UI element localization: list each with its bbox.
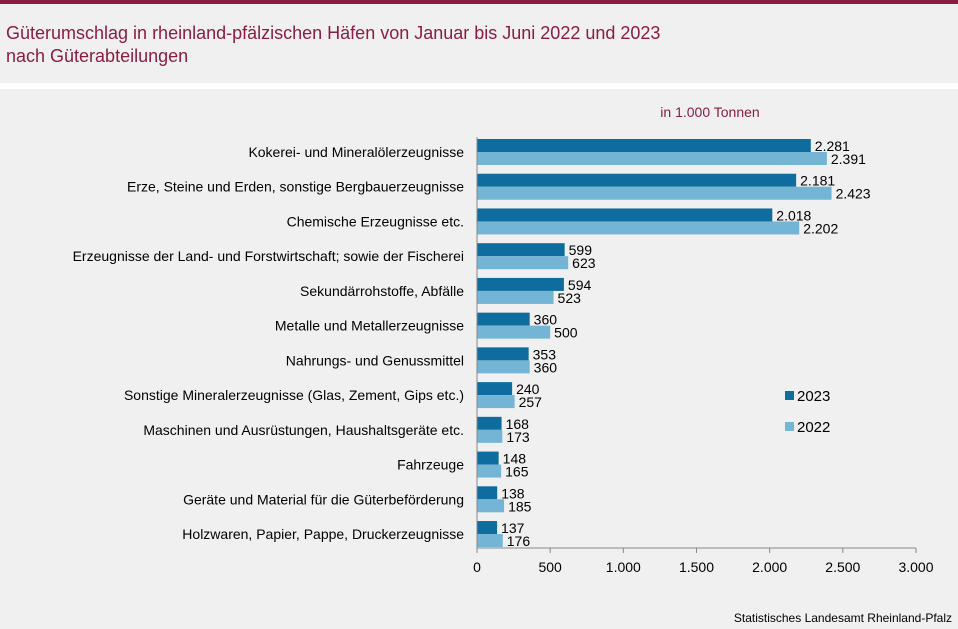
x-tick-label: 500 [538, 559, 562, 575]
legend-label-2023: 2023 [797, 388, 830, 405]
data-label-2022: 185 [508, 498, 532, 514]
x-tick-label: 1.500 [679, 559, 714, 575]
x-tick-label: 2.500 [825, 559, 860, 575]
bar-2022 [477, 429, 503, 443]
data-label-2023: 137 [501, 520, 525, 536]
legend-swatch-2023 [785, 391, 794, 400]
bar-2022 [477, 499, 505, 513]
bar-2023 [477, 486, 498, 500]
data-label-2023: 2.018 [776, 207, 811, 223]
bar-2023 [477, 243, 565, 257]
bar-2022 [477, 186, 832, 200]
unit-label: in 1.000 Tonnen [660, 104, 759, 120]
category-label: Erze, Steine und Erden, sonstige Bergbau… [127, 179, 464, 195]
data-label-2023: 353 [533, 346, 557, 362]
data-label-2023: 148 [503, 451, 527, 467]
chart-title: Güterumschlag in rheinland-pfälzischen H… [6, 22, 660, 68]
top-accent-bar [0, 0, 958, 4]
bar-2023 [477, 382, 513, 396]
bar-2023 [477, 312, 530, 326]
x-tick-label: 1.000 [606, 559, 641, 575]
category-label: Geräte und Material für die Güterbeförde… [183, 491, 464, 507]
data-label-2023: 594 [568, 277, 592, 293]
data-label-2022: 173 [506, 429, 530, 445]
data-label-2023: 168 [506, 416, 530, 432]
data-label-2023: 2.181 [800, 173, 835, 189]
bar-2023 [477, 521, 498, 535]
category-label: Chemische Erzeugnisse etc. [287, 213, 464, 229]
category-label: Erzeugnisse der Land- und Forstwirtschaf… [73, 248, 464, 264]
bar-2022 [477, 256, 569, 270]
chart-title-line-2: nach Güterabteilungen [6, 46, 189, 66]
bar-2023 [477, 451, 499, 465]
data-label-2022: 360 [534, 359, 558, 375]
bar-2023 [477, 277, 564, 291]
data-label-2022: 257 [519, 394, 543, 410]
category-label: Metalle und Metallerzeugnisse [275, 318, 464, 334]
data-label-2022: 623 [572, 255, 596, 271]
header: Güterumschlag in rheinland-pfälzischen H… [0, 4, 958, 83]
data-label-2023: 599 [569, 242, 593, 258]
bar-2023 [477, 347, 529, 361]
category-label: Kokerei- und Mineralölerzeugnisse [248, 144, 464, 160]
data-label-2023: 138 [501, 485, 525, 501]
x-tick-label: 3.000 [898, 559, 933, 575]
bar-2022 [477, 221, 800, 235]
chart-title-line-1: Güterumschlag in rheinland-pfälzischen H… [6, 23, 661, 43]
category-label: Fahrzeuge [397, 457, 464, 473]
bar-2022 [477, 152, 827, 165]
bar-2023 [477, 208, 773, 222]
category-label: Sekundärrohstoffe, Abfälle [300, 283, 464, 299]
bar-2022 [477, 360, 530, 374]
category-label: Sonstige Mineralerzeugnisse (Glas, Zemen… [124, 387, 464, 403]
category-label: Nahrungs- und Genussmittel [286, 352, 464, 368]
data-label-2023: 2.281 [815, 138, 850, 154]
data-label-2022: 523 [558, 290, 582, 306]
bar-2022 [477, 325, 551, 339]
bar-2022 [477, 395, 515, 409]
data-label-2023: 240 [516, 381, 540, 397]
chart-area: in 1.000 Tonnen Kokerei- und Mineralölerz… [0, 89, 958, 629]
bar-2023 [477, 416, 502, 430]
data-label-2022: 2.423 [836, 186, 871, 202]
category-label: Holzwaren, Papier, Pappe, Druckerzeugnis… [182, 526, 464, 542]
bar-chart: in 1.000 Tonnen Kokerei- und Mineralölerz… [73, 104, 934, 575]
data-label-2022: 500 [554, 325, 578, 341]
source-note: Statistisches Landesamt Rheinland-Pfalz [733, 611, 952, 625]
data-label-2022: 176 [507, 533, 531, 549]
bar-2022 [477, 464, 502, 478]
x-tick-label: 0 [473, 559, 481, 575]
data-label-2022: 165 [505, 464, 529, 480]
bar-2023 [477, 139, 811, 152]
data-label-2023: 360 [534, 312, 558, 328]
legend-label-2022: 2022 [797, 419, 830, 436]
data-label-2022: 2.202 [803, 220, 838, 236]
data-label-2022: 2.391 [831, 151, 866, 167]
bar-2022 [477, 534, 503, 548]
bar-2023 [477, 173, 797, 187]
legend-swatch-2022 [785, 422, 794, 431]
bar-2022 [477, 290, 554, 304]
category-label: Maschinen und Ausrüstungen, Haushaltsger… [143, 422, 464, 438]
x-tick-label: 2.000 [752, 559, 787, 575]
